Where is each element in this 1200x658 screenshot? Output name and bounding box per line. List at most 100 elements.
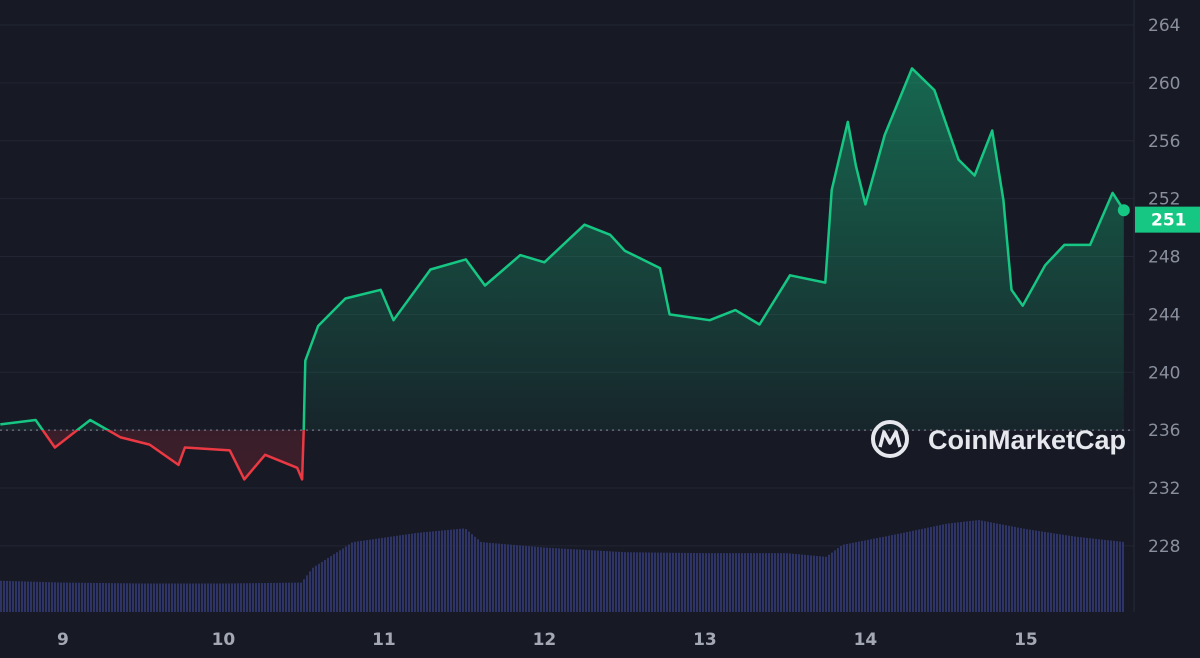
volume-bar (840, 545, 842, 612)
volume-bar (975, 520, 977, 612)
price-line-down (41, 430, 305, 481)
volume-bar (93, 582, 95, 612)
x-tick-label: 12 (533, 630, 557, 650)
volume-bar (900, 533, 902, 612)
volume-bar (996, 523, 998, 612)
volume-bar (18, 581, 20, 612)
volume-bar (150, 583, 152, 612)
volume-bar (72, 582, 74, 612)
volume-bar (714, 553, 716, 612)
volume-bar (552, 548, 554, 612)
volume-bar (129, 583, 131, 612)
volume-bar (123, 583, 125, 612)
volume-bar (45, 582, 47, 612)
volume-bar (564, 548, 566, 612)
volume-bar (711, 553, 713, 612)
volume-bar (393, 536, 395, 612)
x-tick-label: 9 (57, 630, 69, 650)
volume-bar (588, 550, 590, 612)
volume-bar (351, 542, 353, 612)
volume-bar (207, 583, 209, 612)
volume-bar (78, 582, 80, 612)
volume-bar (60, 582, 62, 612)
volume-bar (51, 582, 53, 612)
volume-bar (1038, 531, 1040, 612)
volume-bar (426, 531, 428, 612)
volume-bar (993, 522, 995, 612)
volume-bar (456, 529, 458, 612)
volume-bar (486, 542, 488, 612)
volume-bar (480, 541, 482, 612)
volume-bar (198, 583, 200, 612)
volume-bar (396, 535, 398, 612)
volume-bar (0, 580, 2, 612)
volume-bar (768, 553, 770, 612)
volume-bar (1050, 532, 1052, 612)
volume-bar (54, 582, 56, 612)
volume-bar (909, 531, 911, 612)
volume-bar (324, 559, 326, 612)
volume-bar (126, 583, 128, 612)
volume-bar (405, 534, 407, 612)
volume-bar (498, 543, 500, 612)
volume-bar (876, 538, 878, 612)
y-tick-label: 236 (1148, 421, 1180, 441)
watermark-text: CoinMarketCap (928, 425, 1126, 455)
volume-bar (141, 583, 143, 612)
volume-bar (618, 551, 620, 612)
volume-bar (864, 540, 866, 612)
volume-bar (846, 543, 848, 612)
volume-bar (411, 533, 413, 612)
volume-bar (816, 555, 818, 612)
volume-bar (528, 546, 530, 612)
volume-bar (612, 551, 614, 612)
volume-bar (939, 525, 941, 612)
volume-bar (516, 545, 518, 612)
volume-bar (966, 521, 968, 612)
volume-bar (63, 582, 65, 612)
volume-bar (264, 582, 266, 612)
volume-bar (726, 553, 728, 612)
volume-bar (1116, 541, 1118, 612)
volume-bar (1053, 533, 1055, 612)
volume-bar (213, 583, 215, 612)
volume-bar (459, 528, 461, 612)
volume-bar (363, 540, 365, 612)
volume-bar (696, 553, 698, 612)
y-tick-label: 228 (1148, 537, 1180, 557)
volume-bar (645, 552, 647, 612)
volume-bar (666, 552, 668, 612)
volume-bar (873, 538, 875, 612)
volume-bar (747, 553, 749, 612)
x-tick-label: 13 (693, 630, 717, 650)
y-tick-label: 232 (1148, 479, 1180, 499)
volume-bar (384, 537, 386, 612)
volume-bar (297, 582, 299, 612)
volume-bar (315, 565, 317, 612)
volume-bar (1011, 526, 1013, 612)
volume-bar (561, 548, 563, 612)
volume-bar (24, 581, 26, 612)
volume-bar (1080, 537, 1082, 612)
volume-bar (639, 552, 641, 612)
volume-bar (555, 548, 557, 612)
volume-bar (1086, 537, 1088, 612)
volume-bar (780, 553, 782, 612)
volume-bar (867, 539, 869, 612)
volume-bar (957, 522, 959, 612)
volume-bar (135, 583, 137, 612)
volume-bar (648, 552, 650, 612)
volume-bar (81, 582, 83, 612)
volume-bar (108, 583, 110, 612)
volume-bar (285, 582, 287, 612)
volume-bar (57, 582, 59, 612)
volume-bar (1029, 529, 1031, 612)
volume-bar (675, 552, 677, 612)
volume-bar (969, 521, 971, 612)
volume-bar (453, 529, 455, 612)
volume-bar (1098, 539, 1100, 612)
volume-bar (1044, 531, 1046, 612)
volume-bar (744, 553, 746, 612)
volume-bar (591, 550, 593, 612)
volume-bar (819, 556, 821, 612)
